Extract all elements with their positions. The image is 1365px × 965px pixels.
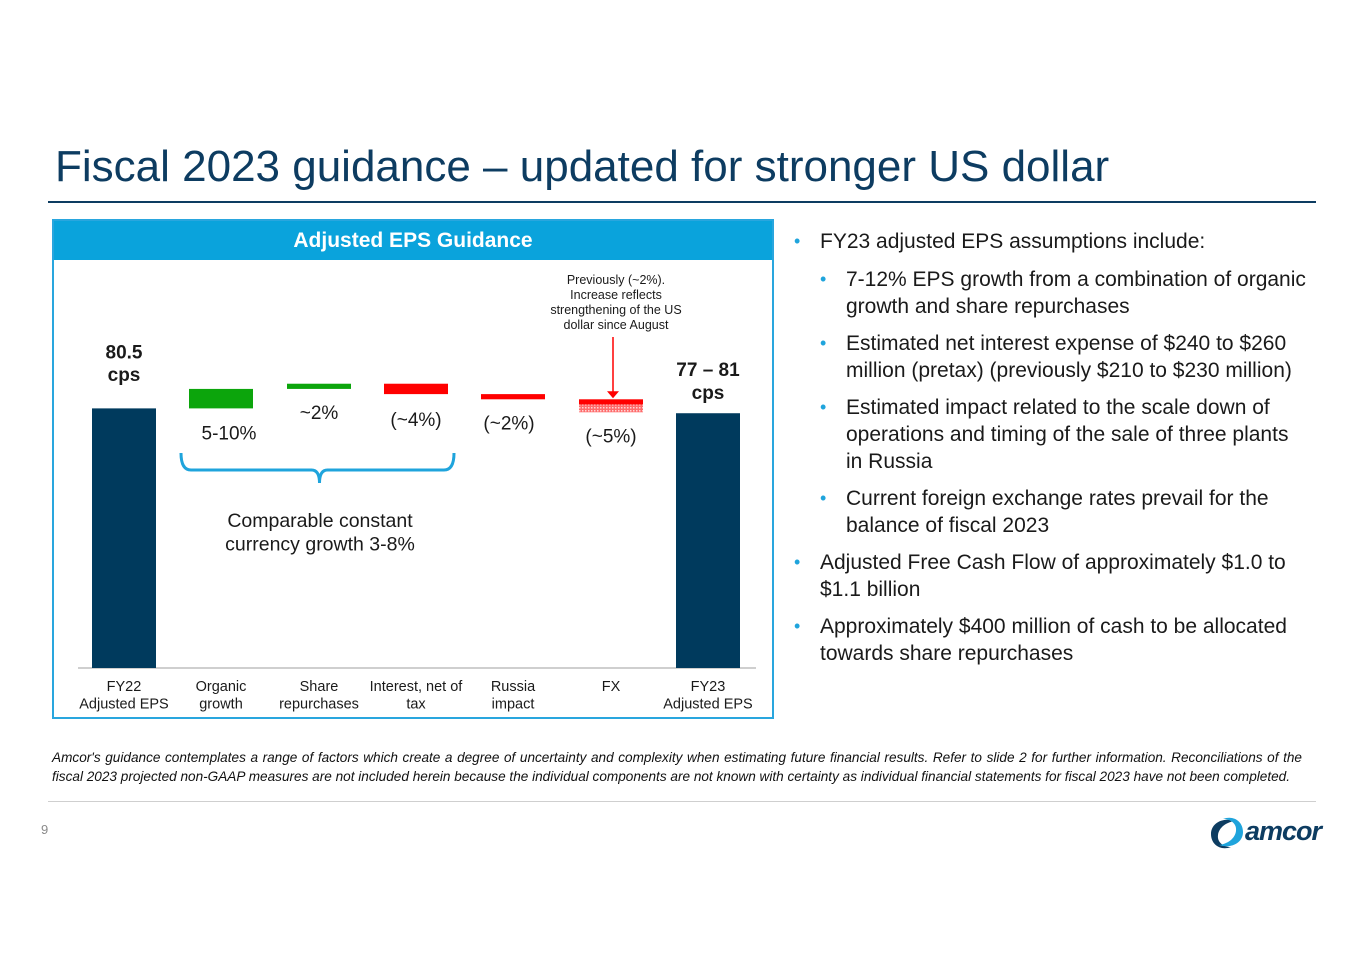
x-tick-label: FY23 Adjusted EPS (663, 679, 752, 712)
sub-bullet-item: • 7-12% EPS growth from a combination of … (790, 266, 1310, 320)
chart-bar (481, 394, 545, 400)
x-tick-label: FX (602, 679, 621, 695)
bullet-text: Current foreign exchange rates prevail f… (846, 487, 1269, 537)
bullet-icon: • (820, 488, 827, 508)
bullet-item: • Adjusted Free Cash Flow of approximatel… (790, 549, 1310, 603)
bullet-icon: • (820, 269, 827, 289)
chart-bar (92, 408, 156, 668)
x-tick-label: Share repurchases (279, 679, 359, 712)
slide-title: Fiscal 2023 guidance – updated for stron… (55, 142, 1110, 191)
bullet-text: Estimated net interest expense of $240 t… (846, 332, 1292, 382)
amcor-logo-wordmark: amcor (1245, 816, 1322, 846)
x-tick-label: Organic growth (196, 679, 247, 712)
guidance-disclaimer: Amcor's guidance contemplates a range of… (52, 750, 1302, 784)
data-label: (~5%) (585, 426, 636, 447)
eps-waterfall-chart: 80.5 cps 5-10% ~2% (~4%) (~2%) (~5%) 77 – 81 cps… (78, 273, 756, 712)
bullet-text: Adjusted Free Cash Flow of approximately… (820, 551, 1286, 601)
eps-guidance-chart-panel: Adjusted EPS Guidance 80.5 cps 5-10% ~2% (~4… (52, 219, 774, 719)
bullet-text: Approximately $400 million of cash to be… (820, 615, 1287, 665)
bracket-label: Comparable constant currency growth 3-8% (225, 510, 415, 555)
fx-annotation: Previously (~2%). Increase reflects streng… (550, 273, 681, 332)
bullet-icon: • (794, 616, 801, 636)
data-label: (~2%) (483, 413, 534, 434)
sub-bullet-item: • Current foreign exchange rates prevail … (790, 485, 1310, 539)
bullet-icon: • (794, 552, 801, 572)
bullet-icon: • (820, 333, 827, 353)
chart-bar (676, 413, 740, 668)
x-tick-label: FY22 Adjusted EPS (79, 679, 168, 712)
data-label: (~4%) (390, 410, 441, 431)
bullet-text: Estimated impact related to the scale do… (846, 396, 1289, 473)
chart-header: Adjusted EPS Guidance (54, 221, 772, 260)
x-tick-label: Russia impact (491, 679, 536, 712)
bullet-icon: • (820, 397, 827, 417)
title-divider (48, 201, 1316, 203)
amcor-logo: amcor (1207, 812, 1322, 852)
guidance-bullet-list: • FY23 adjusted EPS assumptions include: •… (790, 228, 1310, 667)
chart-bar (287, 383, 351, 389)
x-tick-label: Interest, net of tax (370, 679, 464, 712)
bullet-item: • Approximately $400 million of cash to b… (790, 613, 1310, 667)
bullet-text: FY23 adjusted EPS assumptions include: (820, 230, 1206, 253)
data-label: ~2% (300, 403, 339, 424)
bullet-text: 7-12% EPS growth from a combination of o… (846, 268, 1306, 318)
data-label: 5-10% (202, 423, 257, 444)
chart-bar (384, 383, 448, 395)
amcor-logo-mark-icon (1211, 817, 1243, 849)
sub-bullet-item: • Estimated net interest expense of $240 … (790, 330, 1310, 384)
bullet-icon: • (794, 231, 801, 251)
chart-bar (189, 388, 253, 409)
chart-bar-hatched (579, 404, 643, 413)
data-label: 77 – 81 cps (676, 360, 740, 404)
comparable-growth-bracket (179, 452, 456, 484)
chart-bar (579, 399, 643, 405)
bullet-item: • FY23 adjusted EPS assumptions include: (790, 228, 1310, 255)
sub-bullet-item: • Estimated impact related to the scale d… (790, 394, 1310, 475)
data-label: 80.5 cps (106, 342, 143, 386)
fx-arrow-head-icon (607, 391, 619, 399)
page-number: 9 (41, 822, 49, 837)
footer-divider (48, 801, 1316, 802)
